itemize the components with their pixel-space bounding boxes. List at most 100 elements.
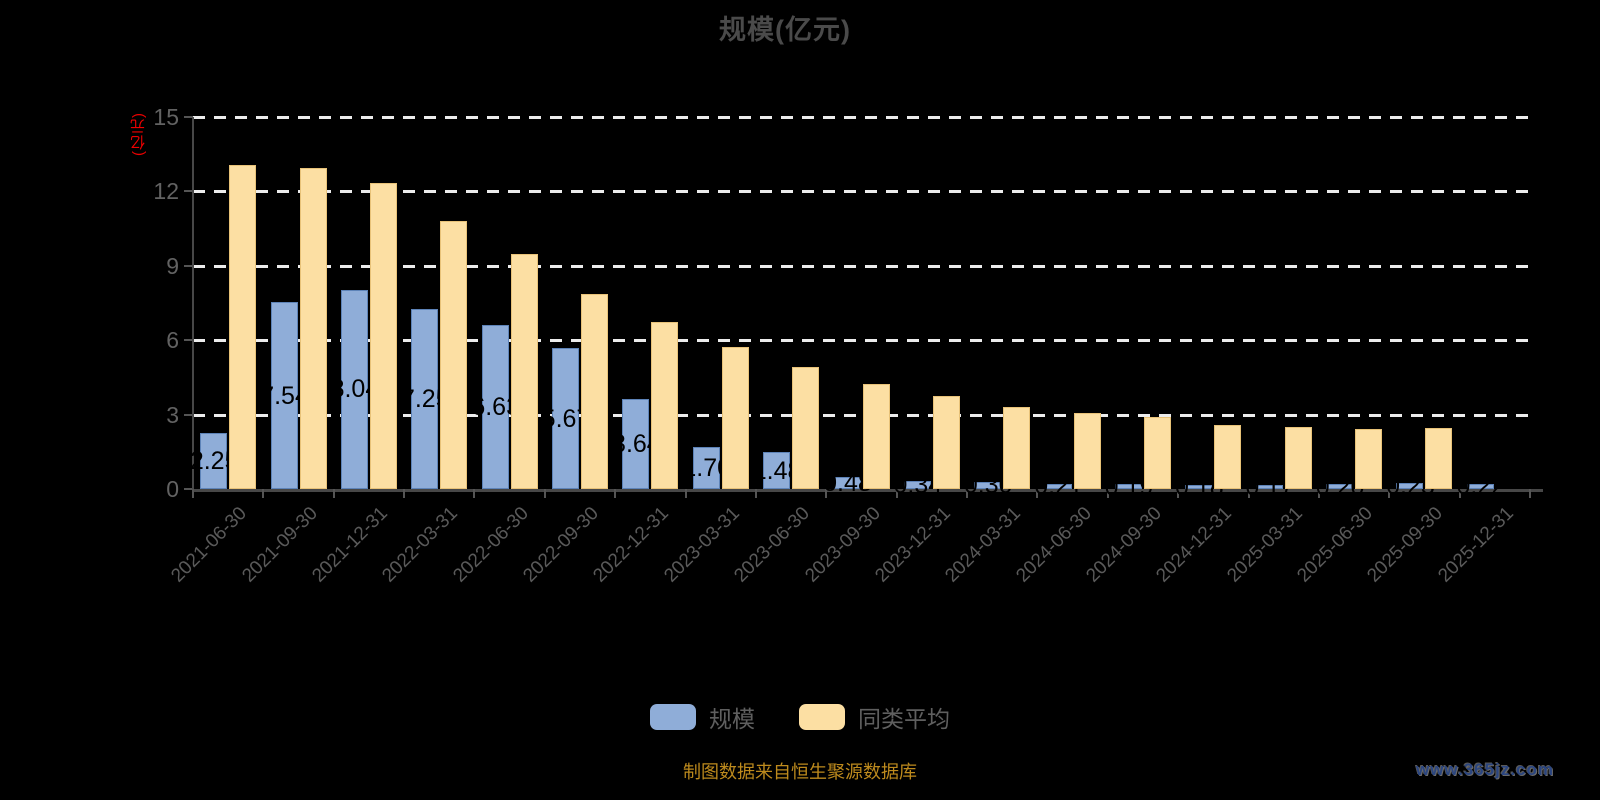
x-axis-tick-label: 2024-12-31 <box>1152 503 1237 587</box>
x-axis-tick-mark <box>1036 489 1039 498</box>
x-axis-tick-label: 2024-09-30 <box>1082 503 1166 587</box>
bar-scale-2023-12-31[interactable] <box>903 480 931 489</box>
x-axis-tick-label: 2024-03-31 <box>941 503 1026 587</box>
bar-data-label: 0.22 <box>1456 472 1506 501</box>
bar-scale-2023-03-31[interactable] <box>692 446 720 489</box>
bar-peer-average-2022-09-30[interactable] <box>581 294 609 489</box>
bar-scale-2023-06-30[interactable] <box>763 452 791 489</box>
bar-scale-2025-12-31[interactable] <box>1466 483 1494 489</box>
x-axis-tick-label: 2021-12-31 <box>308 503 392 587</box>
x-axis-tick-mark <box>825 489 828 498</box>
bar-peer-average-2022-03-31[interactable] <box>440 220 468 489</box>
bar-scale-2024-12-31[interactable] <box>1185 484 1213 489</box>
bar-peer-average-2024-03-31[interactable] <box>1003 406 1031 489</box>
x-axis-tick-label: 2022-12-31 <box>589 503 674 587</box>
bar-peer-average-2022-06-30[interactable] <box>510 253 538 489</box>
x-axis-tick-label: 2023-03-31 <box>660 503 744 587</box>
x-axis-tick-mark <box>966 489 969 498</box>
y-axis-tick-mark <box>184 190 193 193</box>
x-axis-tick-mark <box>1317 489 1320 498</box>
bar-scale-2022-03-31[interactable] <box>411 309 439 489</box>
x-axis-tick-label: 2024-06-30 <box>1011 503 1096 587</box>
bar-scale-2021-12-31[interactable] <box>340 289 368 489</box>
x-axis-tick-mark <box>192 489 194 498</box>
x-axis-tick-label: 2023-06-30 <box>730 503 814 587</box>
bar-scale-2022-06-30[interactable] <box>481 324 509 489</box>
x-axis-tick-mark <box>754 489 757 498</box>
bar-scale-2024-06-30[interactable] <box>1044 483 1072 489</box>
y-axis-tick-label: 15 <box>153 104 179 130</box>
x-axis-line <box>192 489 1543 492</box>
legend-label: 规模 <box>709 706 755 732</box>
bar-peer-average-2023-09-30[interactable] <box>862 384 890 489</box>
bar-scale-2024-03-31[interactable] <box>974 481 1002 489</box>
bar-scale-2023-09-30[interactable] <box>833 477 861 489</box>
bar-peer-average-2024-06-30[interactable] <box>1073 413 1101 489</box>
x-axis-tick-label: 2025-12-31 <box>1434 503 1518 587</box>
watermark: www.365jz.com <box>1415 760 1554 779</box>
bar-scale-2025-03-31[interactable] <box>1255 484 1283 489</box>
x-axis-tick-mark <box>1106 489 1109 498</box>
y-axis-tick-label: 12 <box>153 178 179 205</box>
peer-average-series-swatch-icon <box>799 704 845 730</box>
bar-peer-average-2023-03-31[interactable] <box>721 346 749 489</box>
legend-label: 同类平均 <box>858 706 950 732</box>
y-axis-tick-mark <box>184 339 193 342</box>
legend: 规模 同类平均 <box>0 700 1600 734</box>
x-axis-tick-mark <box>543 489 546 498</box>
bar-peer-average-2021-12-31[interactable] <box>369 182 397 489</box>
bar-peer-average-2024-09-30[interactable] <box>1143 417 1171 489</box>
x-axis-tick-mark <box>403 489 406 498</box>
y-axis-tick-mark <box>184 488 193 490</box>
bar-scale-2021-06-30[interactable] <box>200 433 228 489</box>
chart-title: 规模(亿元) <box>719 15 851 45</box>
y-axis-tick-mark <box>184 116 193 118</box>
bar-peer-average-2025-03-31[interactable] <box>1284 427 1312 489</box>
x-axis-tick-label: 2021-09-30 <box>237 503 322 587</box>
bar-peer-average-2025-09-30[interactable] <box>1425 427 1453 489</box>
gridline <box>193 116 1530 119</box>
x-axis-tick-label: 2023-12-31 <box>871 503 955 587</box>
y-axis-tick-label: 6 <box>166 327 179 354</box>
bar-peer-average-2023-06-30[interactable] <box>792 366 820 489</box>
x-axis-tick-mark <box>1388 489 1391 498</box>
gridline <box>193 190 1530 194</box>
bar-peer-average-2025-06-30[interactable] <box>1355 428 1383 489</box>
x-axis-tick-mark <box>473 489 476 498</box>
bar-scale-2022-09-30[interactable] <box>552 348 580 489</box>
x-axis-tick-mark <box>262 489 265 498</box>
bar-peer-average-2021-09-30[interactable] <box>299 168 327 489</box>
bar-scale-2025-09-30[interactable] <box>1396 483 1424 489</box>
bar-scale-2024-09-30[interactable] <box>1114 484 1142 489</box>
x-axis-tick-label: 2025-09-30 <box>1363 503 1448 587</box>
x-axis-tick-label: 2025-03-31 <box>1222 503 1307 587</box>
gridline <box>193 264 1530 268</box>
x-axis-tick-label: 2025-06-30 <box>1293 503 1377 587</box>
gridline <box>193 339 1530 343</box>
x-axis-tick-label: 2022-06-30 <box>448 503 533 587</box>
x-axis-tick-mark <box>895 489 898 498</box>
x-axis-tick-mark <box>332 489 335 498</box>
y-axis-tick-mark <box>184 264 193 267</box>
x-axis-tick-mark <box>1529 489 1531 498</box>
bar-data-label: 2.25 <box>189 447 239 476</box>
bar-scale-2022-12-31[interactable] <box>622 398 650 489</box>
bar-peer-average-2022-12-31[interactable] <box>651 322 679 489</box>
bar-scale-2025-06-30[interactable] <box>1326 484 1354 489</box>
x-axis-tick-mark <box>684 489 687 498</box>
bar-peer-average-2021-06-30[interactable] <box>229 165 257 489</box>
legend-item-scale[interactable]: 规模 <box>650 700 755 734</box>
bar-scale-2021-09-30[interactable] <box>270 302 298 489</box>
y-axis-line <box>192 117 194 494</box>
bar-peer-average-2023-12-31[interactable] <box>932 396 960 489</box>
x-axis-tick-mark <box>1177 489 1180 498</box>
bar-peer-average-2024-12-31[interactable] <box>1214 425 1242 489</box>
x-axis-tick-label: 2022-03-31 <box>378 503 463 587</box>
scale-series-swatch-icon <box>650 704 696 730</box>
y-axis-tick-label: 3 <box>166 401 179 428</box>
legend-item-peer-average[interactable]: 同类平均 <box>799 700 950 734</box>
gridline <box>193 413 1530 417</box>
x-axis-tick-label: 2022-09-30 <box>519 503 603 587</box>
x-axis-tick-label: 2023-09-30 <box>800 503 885 587</box>
